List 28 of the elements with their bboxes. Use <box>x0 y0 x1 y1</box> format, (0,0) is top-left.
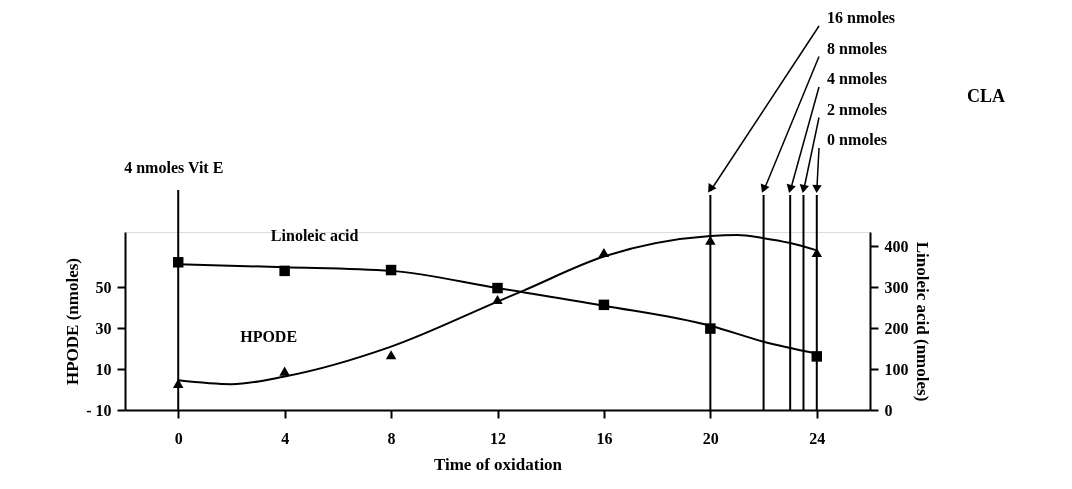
x-tick-label: 20 <box>702 429 719 447</box>
y2-tick-label: 200 <box>884 319 909 337</box>
ref-line-label: 16 nmoles <box>827 9 895 26</box>
y2-tick-label: 0 <box>884 401 893 419</box>
x-tick-label: 0 <box>174 429 183 447</box>
y-tick-label: 50 <box>95 278 112 296</box>
y2-tick-label: 100 <box>884 360 909 378</box>
y2-tick-label: 400 <box>884 237 909 255</box>
series-label: HPODE <box>240 328 298 346</box>
ref-line-label: 2 nmoles <box>827 100 887 118</box>
y-axis-title: HPODE (nmoles) <box>63 257 83 386</box>
ref-line-label: 4 nmoles Vit E <box>124 159 224 176</box>
x-tick-label: 12 <box>490 429 506 447</box>
y2-tick-label: 300 <box>884 278 909 296</box>
x-tick-label: 4 <box>281 429 290 447</box>
y-tick-label: 30 <box>95 319 112 337</box>
ref-line-label: 8 nmoles <box>827 39 887 57</box>
x-tick-label: 24 <box>809 429 826 447</box>
y2-axis-title: Linoleic acid (nmoles) <box>912 241 932 402</box>
series-label: Linoleic acid <box>270 226 359 244</box>
text: CLA <box>967 85 1006 106</box>
x-tick-label: 16 <box>596 429 613 447</box>
y-tick-label: - 10 <box>86 401 112 419</box>
x-axis-title: Time of oxidation <box>433 454 563 474</box>
ref-line-label: 0 nmoles <box>827 131 887 148</box>
y-tick-label: 10 <box>95 360 112 378</box>
x-tick-label: 8 <box>387 429 396 447</box>
ref-line-label: 4 nmoles <box>827 70 887 87</box>
